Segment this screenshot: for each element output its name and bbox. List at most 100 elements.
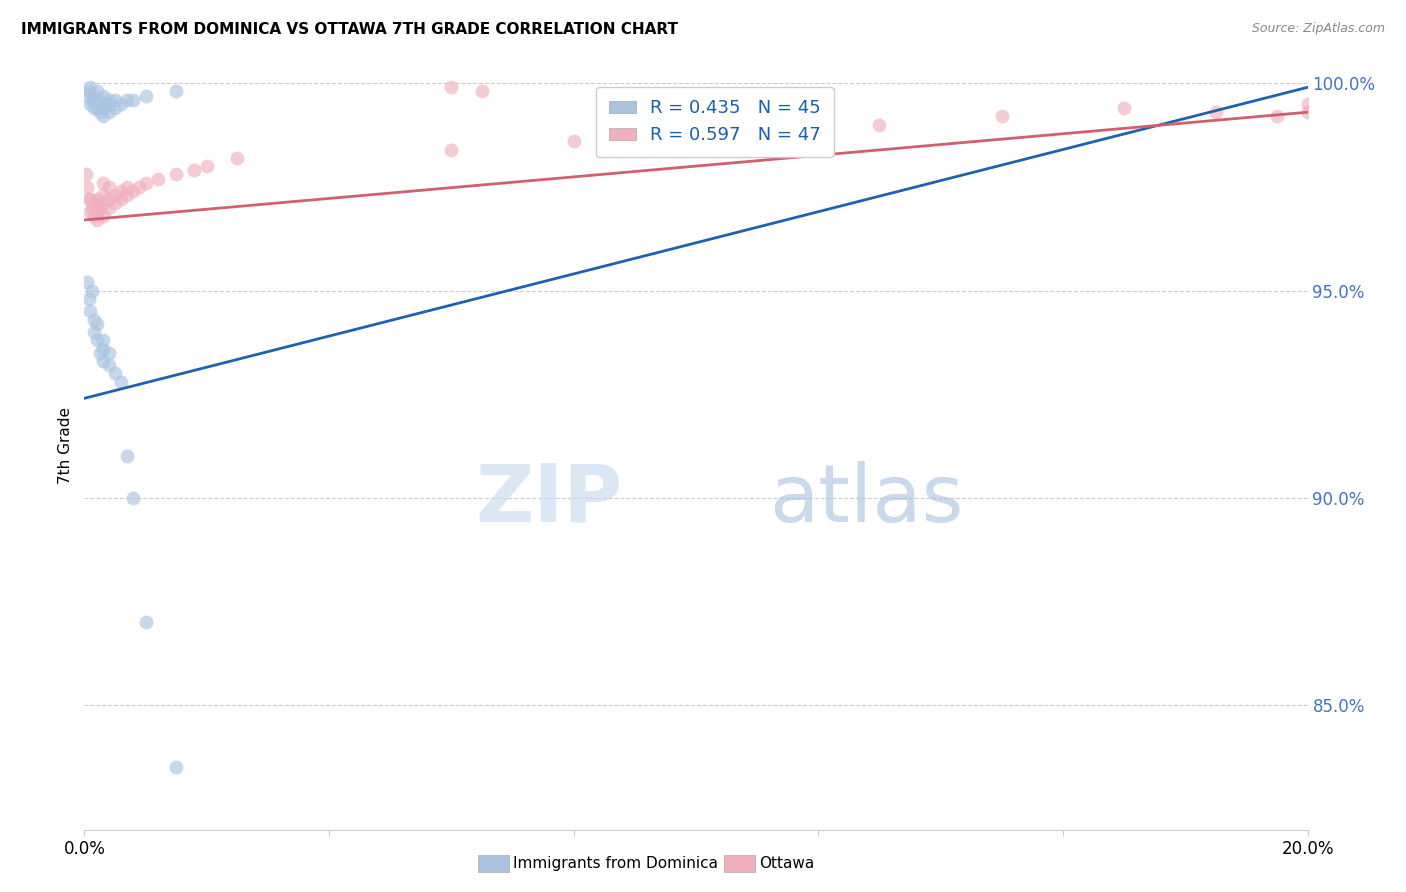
Point	[1296, 105, 1319, 120]
Point	[79, 192, 101, 206]
Point	[991, 109, 1014, 123]
Point	[77, 292, 100, 306]
Text: Immigrants from Dominica: Immigrants from Dominica	[513, 856, 718, 871]
Y-axis label: 7th Grade: 7th Grade	[58, 408, 73, 484]
Point	[89, 105, 111, 120]
Point	[226, 151, 249, 165]
Point	[165, 85, 187, 99]
Point	[146, 171, 169, 186]
Point	[86, 204, 108, 219]
Point	[1296, 96, 1319, 111]
Point	[91, 96, 114, 111]
Point	[1205, 105, 1227, 120]
Point	[440, 143, 463, 157]
Point	[110, 184, 132, 198]
Text: Source: ZipAtlas.com: Source: ZipAtlas.com	[1251, 22, 1385, 36]
Point	[128, 179, 150, 194]
Point	[75, 168, 97, 182]
Point	[91, 109, 114, 123]
Point	[86, 93, 108, 107]
Point	[135, 176, 157, 190]
Point	[79, 304, 101, 318]
Point	[86, 333, 108, 347]
Point	[97, 345, 120, 359]
Point	[80, 201, 103, 215]
Point	[91, 209, 114, 223]
Point	[83, 101, 105, 115]
Point	[110, 96, 132, 111]
Point	[91, 188, 114, 202]
Legend: R = 0.435   N = 45, R = 0.597   N = 47: R = 0.435 N = 45, R = 0.597 N = 47	[596, 87, 834, 157]
Point	[83, 312, 105, 326]
Point	[89, 201, 111, 215]
Point	[440, 80, 463, 95]
Point	[104, 188, 127, 202]
Point	[195, 159, 218, 173]
Text: atlas: atlas	[769, 460, 963, 539]
Point	[104, 367, 127, 381]
Point	[104, 101, 127, 115]
Point	[80, 93, 103, 107]
Point	[77, 192, 100, 206]
Point	[135, 88, 157, 103]
Point	[135, 615, 157, 630]
Point	[91, 176, 114, 190]
Point	[91, 333, 114, 347]
Point	[91, 196, 114, 211]
Point	[869, 118, 891, 132]
Point	[80, 284, 103, 298]
Point	[183, 163, 205, 178]
Point	[83, 209, 105, 223]
Point	[86, 101, 108, 115]
Point	[76, 88, 98, 103]
Point	[97, 93, 120, 107]
Point	[77, 85, 100, 99]
Point	[86, 213, 108, 227]
Point	[79, 204, 101, 219]
Point	[122, 491, 145, 505]
Point	[76, 179, 98, 194]
Text: Ottawa: Ottawa	[759, 856, 814, 871]
Point	[165, 168, 187, 182]
Text: IMMIGRANTS FROM DOMINICA VS OTTAWA 7TH GRADE CORRELATION CHART: IMMIGRANTS FROM DOMINICA VS OTTAWA 7TH G…	[21, 22, 678, 37]
Point	[97, 105, 120, 120]
Point	[776, 121, 799, 136]
Point	[97, 179, 120, 194]
Point	[122, 184, 145, 198]
Point	[110, 375, 132, 389]
Point	[104, 196, 127, 211]
Point	[115, 450, 138, 464]
Point	[83, 325, 105, 339]
Point	[1114, 101, 1136, 115]
Point	[122, 93, 145, 107]
Point	[1265, 109, 1288, 123]
Point	[79, 80, 101, 95]
Point	[165, 760, 187, 774]
Point	[471, 85, 494, 99]
Point	[97, 192, 120, 206]
Point	[83, 196, 105, 211]
Point	[115, 93, 138, 107]
Point	[79, 96, 101, 111]
Point	[86, 192, 108, 206]
Point	[83, 88, 105, 103]
Point	[86, 85, 108, 99]
Point	[91, 101, 114, 115]
Point	[97, 358, 120, 372]
Point	[76, 275, 98, 289]
Point	[97, 96, 120, 111]
Point	[115, 179, 138, 194]
Point	[91, 342, 114, 356]
Point	[86, 317, 108, 331]
Point	[97, 201, 120, 215]
Point	[685, 126, 707, 140]
Point	[91, 354, 114, 368]
Point	[654, 130, 676, 145]
Point	[104, 93, 127, 107]
Point	[89, 345, 111, 359]
Point	[91, 88, 114, 103]
Point	[110, 192, 132, 206]
Point	[115, 188, 138, 202]
Text: ZIP: ZIP	[475, 460, 623, 539]
Point	[562, 134, 585, 148]
